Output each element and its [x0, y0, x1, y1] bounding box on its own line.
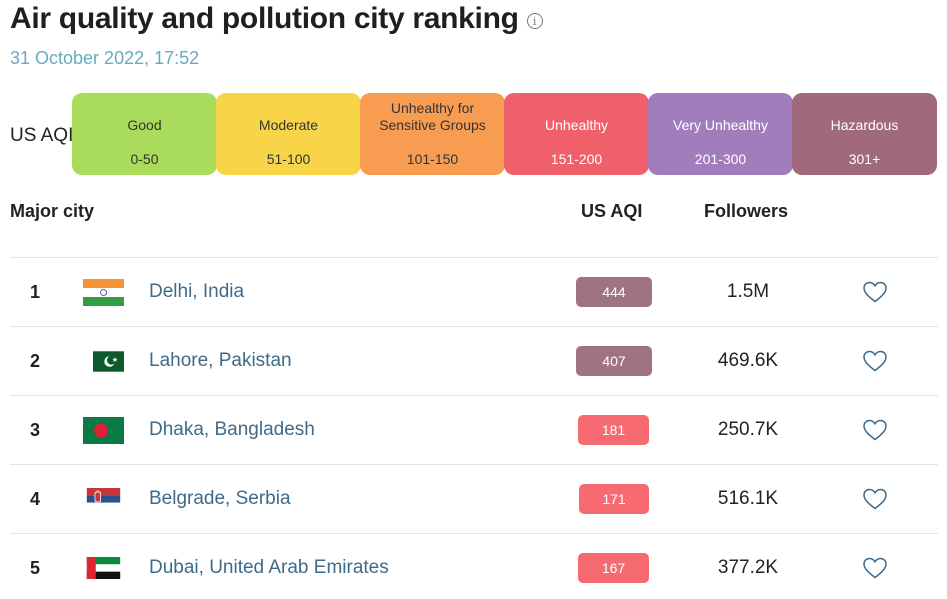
legend-band-name: Unhealthy [544, 117, 609, 133]
legend-band-unhealthy: Unhealthy 151-200 [504, 93, 649, 175]
timestamp: 31 October 2022, 17:52 [10, 48, 200, 68]
ranking-table: 1 Delhi, India 444 1.5M 2 Lahore, Pakist… [10, 257, 938, 599]
table-row[interactable]: 5 Dubai, United Arab Emirates 167 377.2K [10, 533, 938, 599]
heart-icon[interactable] [862, 487, 888, 511]
followers-count: 377.2K [717, 557, 779, 578]
column-header-aqi[interactable]: US AQI [581, 201, 643, 221]
legend-band-moderate: Moderate 51-100 [216, 93, 361, 175]
rank-number: 3 [30, 419, 41, 440]
heart-icon[interactable] [862, 556, 888, 580]
followers-count: 250.7K [717, 419, 779, 440]
table-row[interactable]: 1 Delhi, India 444 1.5M [10, 257, 938, 326]
legend-band-range: 101-150 [406, 151, 459, 167]
city-link[interactable]: Dhaka, Bangladesh [149, 419, 315, 440]
city-link[interactable]: Lahore, Pakistan [149, 350, 292, 371]
heart-icon[interactable] [862, 280, 888, 304]
legend-band-name: Unhealthy for Sensitive Groups [379, 100, 486, 133]
followers-count: 469.6K [717, 350, 779, 371]
rank-number: 5 [30, 557, 41, 578]
page-title: Air quality and pollution city ranking [10, 2, 519, 35]
table-row[interactable]: 3 Dhaka, Bangladesh 181 250.7K [10, 395, 938, 464]
aqi-badge: 407 [576, 346, 652, 376]
rank-number: 2 [30, 350, 41, 371]
city-link[interactable]: Delhi, India [149, 281, 245, 302]
uae-flag-icon [86, 557, 121, 579]
heart-icon[interactable] [862, 349, 888, 373]
followers-count: 516.1K [717, 488, 779, 509]
legend-band-name: Hazardous [830, 117, 899, 133]
column-header-city: Major city [10, 201, 95, 221]
rank-number: 1 [30, 281, 41, 302]
pakistan-flag-icon [93, 350, 124, 372]
legend-band-very-unhealthy: Very Unhealthy 201-300 [648, 93, 793, 175]
aqi-badge: 181 [578, 415, 649, 445]
legend-band-name: Good [127, 117, 162, 133]
serbia-flag-icon [86, 488, 121, 510]
table-row[interactable]: 4 Belgrade, Serbia 171 516.1K [10, 464, 938, 533]
legend-band-name: Very Unhealthy [673, 117, 768, 133]
aqi-badge: 171 [579, 484, 649, 514]
legend-band-range: 201-300 [694, 151, 747, 167]
legend-band-unhealthy-sensitive: Unhealthy for Sensitive Groups 101-150 [360, 93, 505, 175]
aqi-legend: Good 0-50 Moderate 51-100 Unhealthy for … [72, 93, 937, 175]
legend-band-range: 301+ [848, 151, 881, 167]
legend-band-range: 51-100 [266, 151, 311, 167]
city-link[interactable]: Dubai, United Arab Emirates [149, 557, 389, 578]
legend-band-range: 0-50 [130, 151, 159, 167]
city-link[interactable]: Belgrade, Serbia [149, 488, 291, 509]
india-flag-icon [83, 278, 124, 306]
rank-number: 4 [30, 488, 41, 509]
followers-count: 1.5M [726, 281, 770, 302]
heart-icon[interactable] [862, 418, 888, 442]
legend-band-hazardous: Hazardous 301+ [792, 93, 937, 175]
legend-band-range: 151-200 [550, 151, 603, 167]
column-header-followers[interactable]: Followers [704, 201, 789, 221]
table-row[interactable]: 2 Lahore, Pakistan 407 469.6K [10, 326, 938, 395]
info-icon[interactable]: i [526, 13, 543, 29]
bangladesh-flag-icon [83, 416, 124, 444]
aqi-badge: 167 [578, 553, 649, 583]
legend-band-good: Good 0-50 [72, 93, 217, 175]
aqi-legend-label: US AQI [10, 125, 74, 146]
legend-band-name: Moderate [258, 117, 319, 133]
aqi-badge: 444 [576, 277, 652, 307]
page-header: Air quality and pollution city ranking i [10, 2, 543, 36]
